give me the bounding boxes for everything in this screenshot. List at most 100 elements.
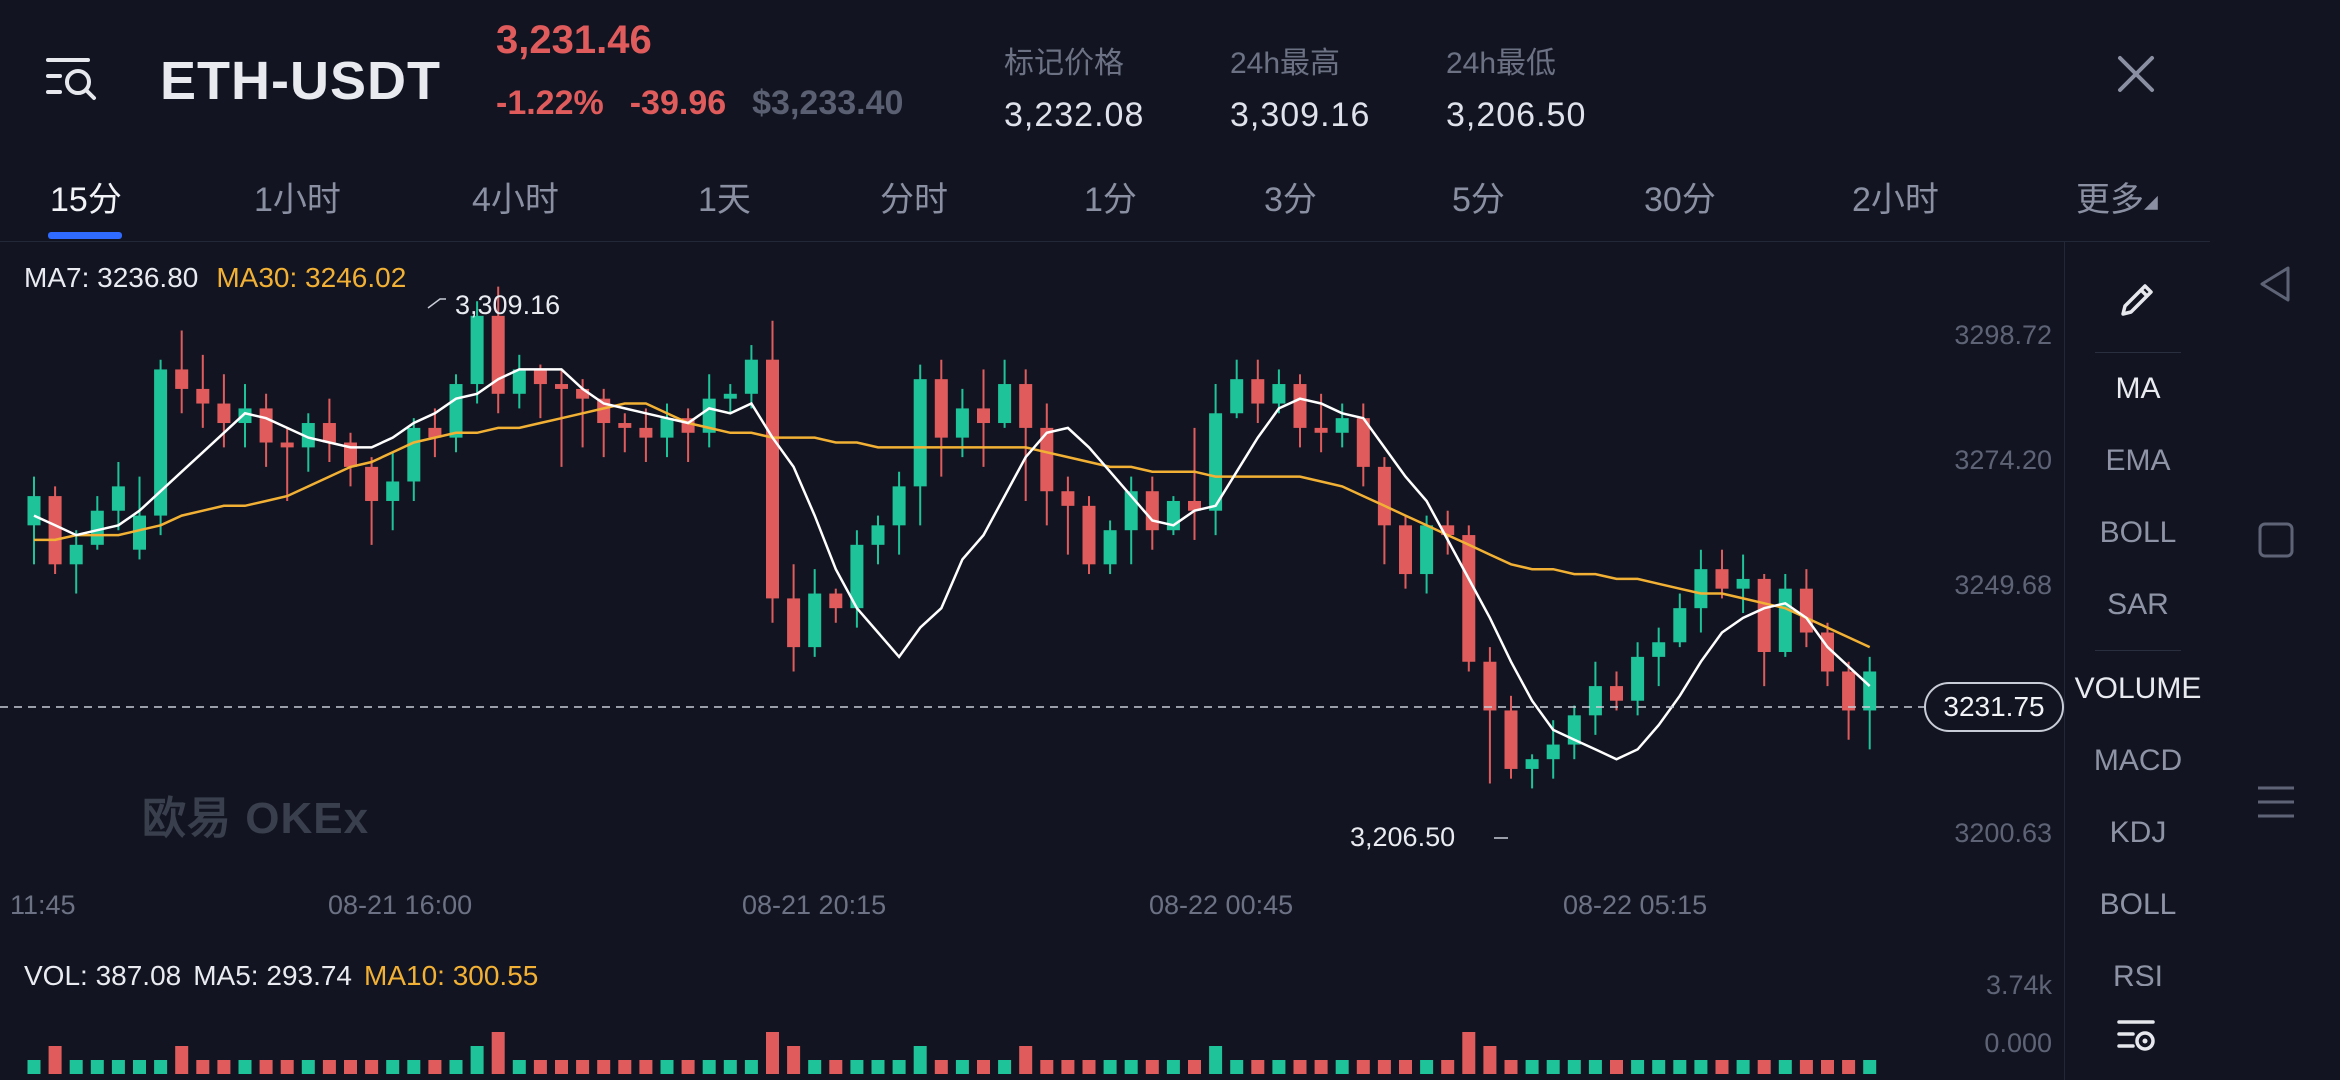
tab-2h[interactable]: 2小时 — [1852, 181, 1939, 219]
tool-divider — [2095, 352, 2181, 353]
candle-body — [322, 423, 336, 443]
candle-body — [48, 496, 62, 565]
tab-4h[interactable]: 4小时 — [472, 181, 559, 219]
tab-1h[interactable]: 1小时 — [254, 181, 341, 219]
volume-bar — [1863, 1060, 1877, 1074]
volume-bar — [766, 1032, 779, 1074]
volume-bar — [1420, 1060, 1434, 1074]
volume-bar — [1567, 1060, 1581, 1074]
price-scale-label: 3298.72 — [1954, 320, 2052, 350]
tab-timeshare[interactable]: 分时 — [880, 181, 948, 219]
volume-bar — [1124, 1060, 1138, 1074]
recent-apps-square-icon[interactable] — [2254, 518, 2298, 562]
stat-label: 标记价格 — [1004, 47, 1124, 80]
volume-bar — [1483, 1046, 1497, 1074]
volume-bar — [491, 1032, 505, 1074]
volume-bar — [1652, 1060, 1666, 1074]
candle-body — [365, 466, 379, 501]
back-triangle-icon[interactable] — [2254, 262, 2298, 306]
volume-bar — [1610, 1060, 1623, 1074]
volume-bar — [1757, 1060, 1771, 1074]
volume-bar — [1715, 1060, 1729, 1074]
volume-value: VOL: 387.08 — [24, 960, 182, 991]
candle-body — [1652, 642, 1666, 657]
indicator-macd[interactable]: MACD — [2093, 744, 2183, 777]
tab-more[interactable]: 更多◢ — [2076, 172, 2158, 221]
volume-bar — [1293, 1060, 1307, 1074]
volume-scale-label: 0.000 — [1984, 1028, 2052, 1058]
candle-body — [618, 423, 632, 428]
candle-body — [1377, 466, 1391, 526]
tab-15m[interactable]: 15分 — [50, 181, 122, 219]
tab-3m[interactable]: 3分 — [1264, 181, 1317, 219]
mark-price-stat: 标记价格 3,232.08 — [1004, 38, 1144, 135]
candle-body — [1082, 505, 1096, 565]
volume-bar — [934, 1060, 948, 1074]
tab-1m[interactable]: 1分 — [1084, 181, 1137, 219]
tab-1d[interactable]: 1天 — [698, 181, 751, 219]
candle-body — [1863, 671, 1877, 711]
volume-bar — [1525, 1060, 1539, 1074]
ma30-value: MA30: 3246.02 — [216, 262, 407, 293]
volume-bar — [555, 1060, 568, 1074]
indicator-boll[interactable]: BOLL — [2099, 516, 2177, 549]
volume-bar — [1462, 1032, 1476, 1074]
price-scale-label: 3249.68 — [1954, 570, 2052, 600]
volume-bar — [1377, 1060, 1391, 1074]
volume-legend: VOL: 387.08 MA5: 293.74 MA10: 300.55 — [24, 960, 538, 992]
close-icon[interactable] — [2112, 50, 2160, 98]
candle-body — [1209, 413, 1223, 511]
volume-bar — [301, 1060, 315, 1074]
candle-body — [1040, 427, 1054, 492]
candle-body — [660, 418, 674, 438]
candle-body — [998, 384, 1012, 424]
candle-body — [1462, 535, 1476, 662]
ma-legend: MA7: 3236.80 MA30: 3246.02 — [24, 262, 406, 294]
pencil-icon[interactable] — [2113, 276, 2161, 324]
tab-more-label: 更多 — [2076, 181, 2144, 219]
kline-chart[interactable]: 3,309.16 3,206.50 3298.72 3274.20 3249.6… — [0, 242, 2064, 1080]
volume-bars-layer — [27, 1032, 1877, 1074]
volume-bar — [280, 1060, 294, 1074]
indicator-ema[interactable]: EMA — [2105, 444, 2171, 477]
trading-pair-title[interactable]: ETH-USDT — [160, 51, 441, 111]
candle-body — [1356, 418, 1370, 467]
candle-body — [1736, 578, 1750, 589]
volume-bar — [1504, 1060, 1518, 1074]
volume-bar — [111, 1060, 125, 1074]
volume-bar — [576, 1060, 590, 1074]
volume-bar — [196, 1060, 210, 1074]
time-axis-label: 08-21 16:00 — [328, 890, 472, 920]
volume-bar — [1019, 1046, 1033, 1074]
change-amount: -39.96 — [629, 84, 727, 122]
indicator-boll-sub[interactable]: BOLL — [2099, 888, 2177, 921]
candle-body — [1103, 530, 1117, 565]
kline-canvas[interactable]: 3,309.16 3,206.50 3298.72 3274.20 3249.6… — [0, 242, 2064, 1080]
volume-bar — [808, 1060, 822, 1074]
ma7-line — [33, 368, 1871, 761]
ticker-header: ETH-USDT 3,231.46 -1.22% -39.96 $3,233.4… — [0, 0, 2210, 140]
candle-body — [723, 393, 737, 399]
volume-bar — [533, 1060, 547, 1074]
volume-bar — [1842, 1060, 1856, 1074]
indicator-kdj[interactable]: KDJ — [2109, 816, 2167, 849]
candle-body — [217, 403, 231, 424]
indicator-settings-icon[interactable] — [2113, 1010, 2161, 1058]
menu-lines-icon[interactable] — [2254, 780, 2298, 824]
menu-search-icon[interactable] — [44, 50, 100, 106]
low-marker-label: 3,206.50 — [1350, 822, 1455, 852]
indicator-sar[interactable]: SAR — [2107, 588, 2169, 621]
candle-body — [27, 496, 41, 526]
volume-bar — [27, 1060, 41, 1074]
usd-price: $3,233.40 — [752, 84, 904, 122]
volume-bar — [69, 1060, 83, 1074]
tab-30m[interactable]: 30分 — [1644, 181, 1716, 219]
volume-bar — [723, 1060, 737, 1074]
indicator-rsi[interactable]: RSI — [2112, 960, 2163, 986]
tool-divider — [2095, 650, 2181, 651]
indicator-ma[interactable]: MA — [2115, 372, 2161, 405]
indicator-volume[interactable]: VOLUME — [2074, 672, 2202, 705]
tab-5m[interactable]: 5分 — [1452, 181, 1505, 219]
volume-bar — [365, 1060, 379, 1074]
low-24h-stat: 24h最低 3,206.50 — [1446, 38, 1586, 135]
